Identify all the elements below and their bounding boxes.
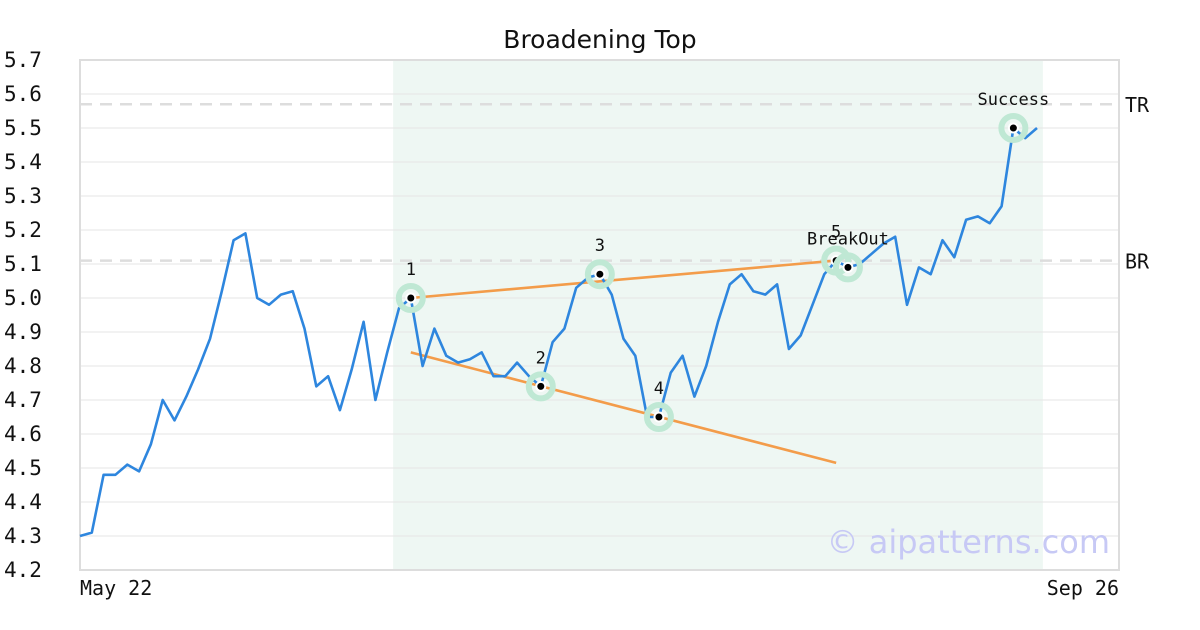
point-label-success: Success: [978, 90, 1050, 110]
level-lines: TR BR: [80, 93, 1150, 274]
y-tick-label: 4.4: [4, 490, 42, 514]
point-label-4: 4: [654, 379, 664, 399]
y-tick-label: 4.7: [4, 388, 42, 412]
y-tick-label: 5.6: [4, 82, 42, 106]
trendlines: [410, 259, 837, 465]
trendline: [410, 351, 837, 465]
y-tick-label: 5.5: [4, 116, 42, 140]
point-dot-4: [655, 413, 663, 421]
pattern-highlight-layer: [393, 60, 1043, 570]
pattern-region: [393, 60, 1043, 570]
gridlines: [80, 59, 1119, 571]
y-tick-label: 5.3: [4, 184, 42, 208]
point-ring-1: [395, 283, 426, 313]
point-label-2: 2: [536, 348, 546, 368]
price-series: [79, 126, 1038, 538]
point-label-breakout: BreakOut: [807, 229, 889, 249]
point-label-1: 1: [406, 260, 416, 280]
plot-frame: [79, 59, 1120, 571]
point-ring-2: [525, 371, 556, 402]
point-dot-breakout: [844, 263, 852, 271]
point-dot-1: [407, 294, 415, 302]
y-tick-label: 4.8: [4, 354, 42, 378]
y-tick-label: 5.7: [4, 48, 42, 72]
point-ring-success: [998, 113, 1029, 143]
level-label-br: BR: [1125, 250, 1150, 274]
y-axis-ticks: 4.2 4.3 4.4 4.5 4.6 4.7 4.8 4.9 5.0 5.1 5.2 5.3 5.4 5…: [4, 48, 42, 582]
y-tick-label: 4.6: [4, 422, 42, 446]
level-label-tr: TR: [1125, 93, 1150, 117]
x-tick-start: May 22: [80, 576, 152, 600]
y-tick-label: 5.1: [4, 252, 42, 276]
point-dot-3: [596, 270, 604, 278]
point-dot-2: [537, 382, 545, 390]
y-tick-label: 4.3: [4, 524, 42, 548]
point-ring-4: [643, 402, 674, 432]
x-tick-end: Sep 26: [1047, 576, 1119, 600]
point-ring-3: [584, 259, 615, 290]
chart-title: Broadening Top: [503, 25, 696, 54]
point-label-3: 3: [595, 236, 605, 256]
point-label-5: 5: [831, 223, 841, 243]
price-line: [79, 126, 1038, 538]
point-dot-success: [1009, 124, 1017, 132]
y-tick-label: 4.9: [4, 320, 42, 344]
y-tick-label: 5.0: [4, 286, 42, 310]
y-tick-label: 5.4: [4, 150, 42, 174]
y-tick-label: 5.2: [4, 218, 42, 242]
trendline: [410, 259, 837, 300]
watermark: © aipatterns.com: [827, 523, 1110, 561]
y-tick-label: 4.5: [4, 456, 42, 480]
point-ring-breakout: [832, 252, 863, 283]
y-tick-label: 4.2: [4, 558, 42, 582]
